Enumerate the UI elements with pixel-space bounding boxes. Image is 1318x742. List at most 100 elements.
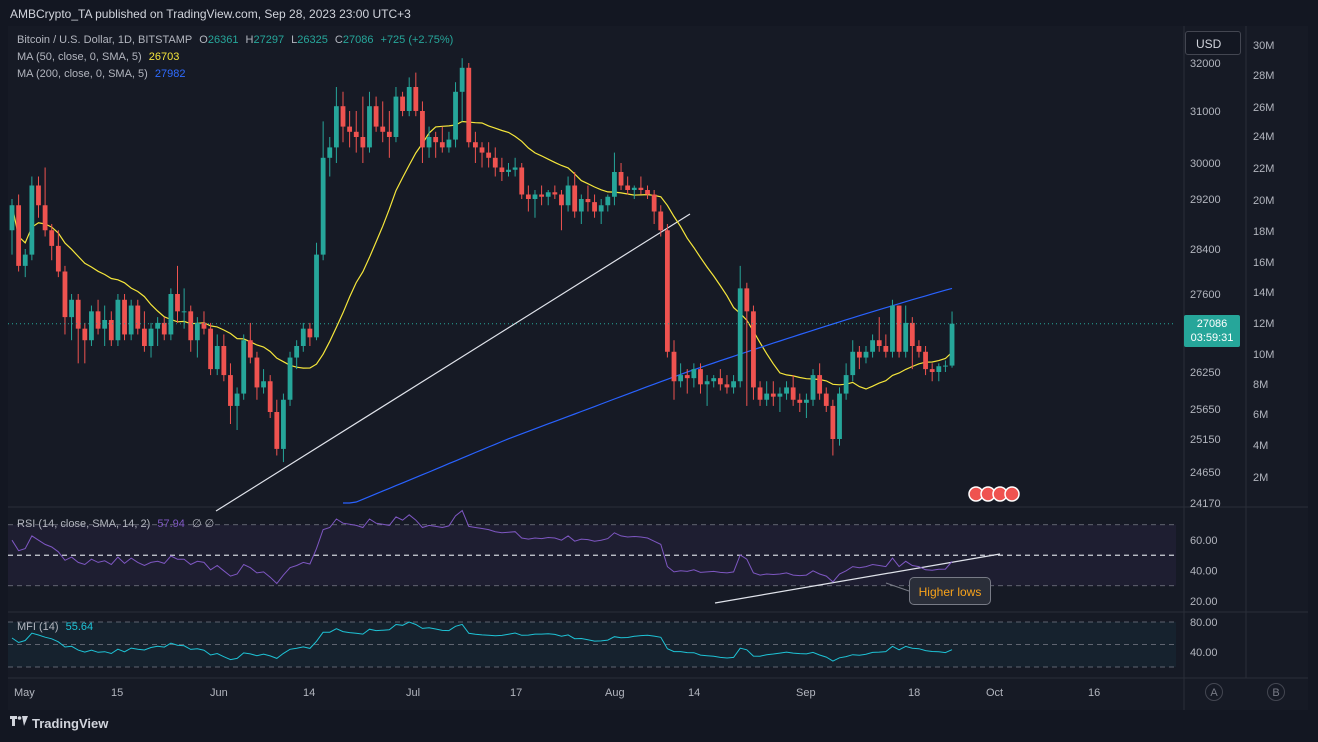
log-scale-button[interactable]: B [1267, 683, 1285, 701]
candle-body [439, 142, 445, 148]
rsi-legend[interactable]: RSI (14, close, SMA, 14, 2) 57.94 ∅ ∅ [17, 518, 215, 530]
annotation-pointer [885, 582, 910, 592]
candle-body [684, 375, 690, 379]
candle-body [214, 346, 220, 370]
candle-body [234, 393, 240, 406]
candle-body [817, 375, 823, 394]
candle-body [711, 378, 717, 382]
candle-body [870, 340, 875, 352]
tradingview-brand[interactable]: TradingView [10, 716, 108, 731]
candle-body [545, 192, 551, 197]
time-axis-label: 18 [908, 687, 920, 699]
price-axis-label: 26250 [1190, 367, 1221, 379]
auto-scale-button[interactable]: A [1205, 683, 1223, 701]
change-value: +725 (+2.75%) [380, 34, 454, 46]
candle-body [830, 405, 836, 439]
rsi-axis-label: 40.00 [1190, 566, 1218, 578]
candle-body [208, 328, 213, 370]
candle-body [393, 96, 399, 137]
candle-body [459, 67, 465, 92]
ma50-value: 26703 [148, 51, 180, 63]
symbol-name: Bitcoin / U.S. Dollar, 1D, BITSTAMP [17, 34, 193, 46]
candle-body [340, 106, 346, 127]
last-price: 27086 [1196, 318, 1228, 330]
higher-lows-annotation[interactable]: Higher lows [909, 577, 991, 605]
candle-body [16, 205, 22, 266]
rsi-axis-label: 60.00 [1190, 535, 1218, 547]
candle-body [625, 185, 631, 190]
candle-body [525, 194, 531, 199]
time-axis-label: 17 [510, 687, 522, 699]
candle-body [360, 137, 366, 148]
last-price-tag: 27086 03:59:31 [1184, 315, 1240, 347]
candle-body [519, 167, 525, 195]
candle-body [757, 387, 763, 400]
ma50-legend[interactable]: MA (50, close, 0, SMA, 5) 26703 [17, 51, 180, 63]
candle-body [254, 357, 260, 388]
candle-body [492, 157, 498, 168]
candle-body [22, 254, 28, 266]
candle-body [777, 393, 783, 397]
volume-axis-label: 4M [1253, 440, 1268, 452]
trendline [215, 213, 691, 512]
candle-body [717, 378, 723, 385]
mfi-line [11, 621, 953, 662]
candle-body [241, 340, 247, 394]
candle-body [406, 87, 412, 111]
symbol-legend[interactable]: Bitcoin / U.S. Dollar, 1D, BITSTAMP O263… [17, 34, 454, 46]
rsi-axis-label: 20.00 [1190, 596, 1218, 608]
candle-body [936, 366, 942, 372]
candle-body [837, 393, 842, 439]
candle-body [559, 194, 564, 206]
candle-body [426, 137, 432, 148]
candle-body [903, 322, 909, 352]
candle-body [413, 87, 419, 111]
time-axis-label: 16 [1088, 687, 1100, 699]
candle-body [810, 375, 816, 400]
candle-body [572, 185, 578, 212]
volume-axis-label: 24M [1253, 131, 1274, 143]
candle-body [605, 196, 611, 206]
candle-body [320, 157, 326, 255]
candle-body [598, 205, 604, 212]
candle-body [62, 271, 68, 318]
candle-body [651, 194, 657, 212]
price-axis-label: 24170 [1190, 498, 1221, 510]
currency-button[interactable]: USD [1185, 31, 1241, 55]
candle-body [618, 172, 624, 186]
ma200-legend[interactable]: MA (200, close, 0, SMA, 5) 27982 [17, 68, 186, 80]
candle-body [228, 375, 233, 406]
candle-body [850, 351, 856, 376]
price-axis-label: 27600 [1190, 289, 1221, 301]
bar-countdown: 03:59:31 [1190, 332, 1234, 344]
price-axis-label: 28400 [1190, 244, 1221, 256]
candle-body [764, 393, 770, 400]
candle-body [949, 323, 955, 366]
candle-body [194, 322, 200, 341]
volume-axis-label: 10M [1253, 349, 1274, 361]
candle-body [678, 375, 684, 382]
candle-body [247, 340, 253, 358]
candle-body [466, 67, 472, 143]
candle-body [128, 305, 134, 335]
mfi-axis-label: 80.00 [1190, 617, 1218, 629]
candle-body [373, 106, 379, 127]
candle-body [148, 328, 154, 346]
chart-panel[interactable]: 32000 31000 30000 29200 28400 27600 26250 25650… [8, 26, 1308, 710]
candle-body [863, 351, 869, 358]
candle-body [658, 211, 664, 231]
time-axis-label: Jul [406, 687, 420, 699]
candle-body [168, 294, 174, 335]
candle-body [784, 387, 789, 394]
candle-body [155, 322, 161, 329]
time-axis-label: 15 [111, 687, 123, 699]
price-chart-svg[interactable]: 32000 31000 30000 29200 28400 27600 26250 25650… [8, 26, 1308, 710]
candle-body [367, 106, 372, 148]
mfi-legend[interactable]: MFI (14) 55.64 [17, 621, 94, 633]
volume-axis-label: 8M [1253, 379, 1268, 391]
candle-body [89, 311, 94, 341]
candle-body [108, 320, 114, 341]
candle-body [69, 299, 74, 318]
price-axis-label: 31000 [1190, 106, 1221, 118]
close-value: 27086 [342, 34, 374, 46]
